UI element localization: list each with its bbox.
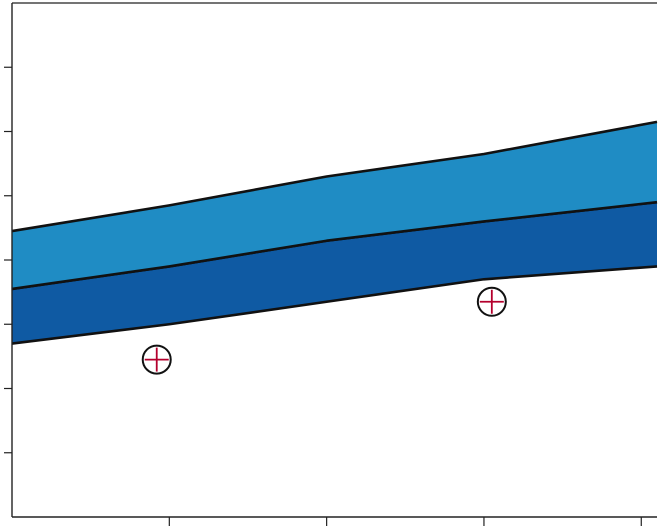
band-area-1 [12, 202, 657, 344]
bands-layer [11, 120, 658, 345]
band-upper-line-2 [11, 120, 658, 233]
axes-layer [4, 2, 657, 526]
marker-circle-cross-2 [476, 286, 507, 317]
band-lower-line-1 [11, 265, 658, 345]
markers-layer [141, 286, 507, 375]
marker-circle-cross-1 [141, 344, 172, 375]
band-lower-line-2 [11, 200, 658, 291]
band-area-2 [12, 121, 657, 289]
